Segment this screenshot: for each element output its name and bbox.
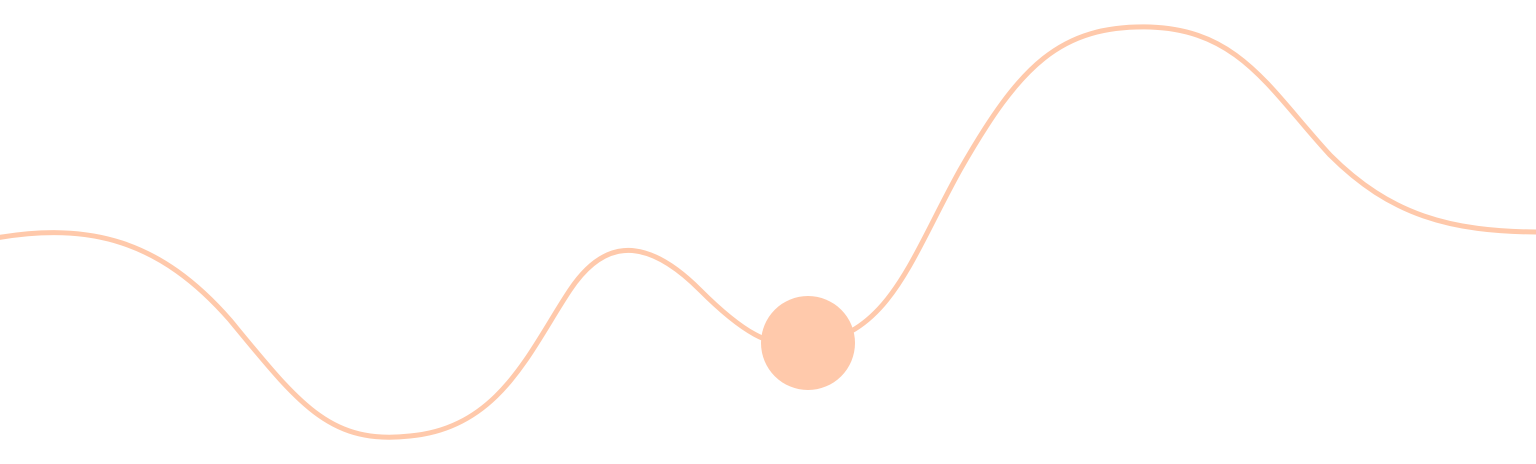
wave-marker-dot	[761, 296, 855, 390]
